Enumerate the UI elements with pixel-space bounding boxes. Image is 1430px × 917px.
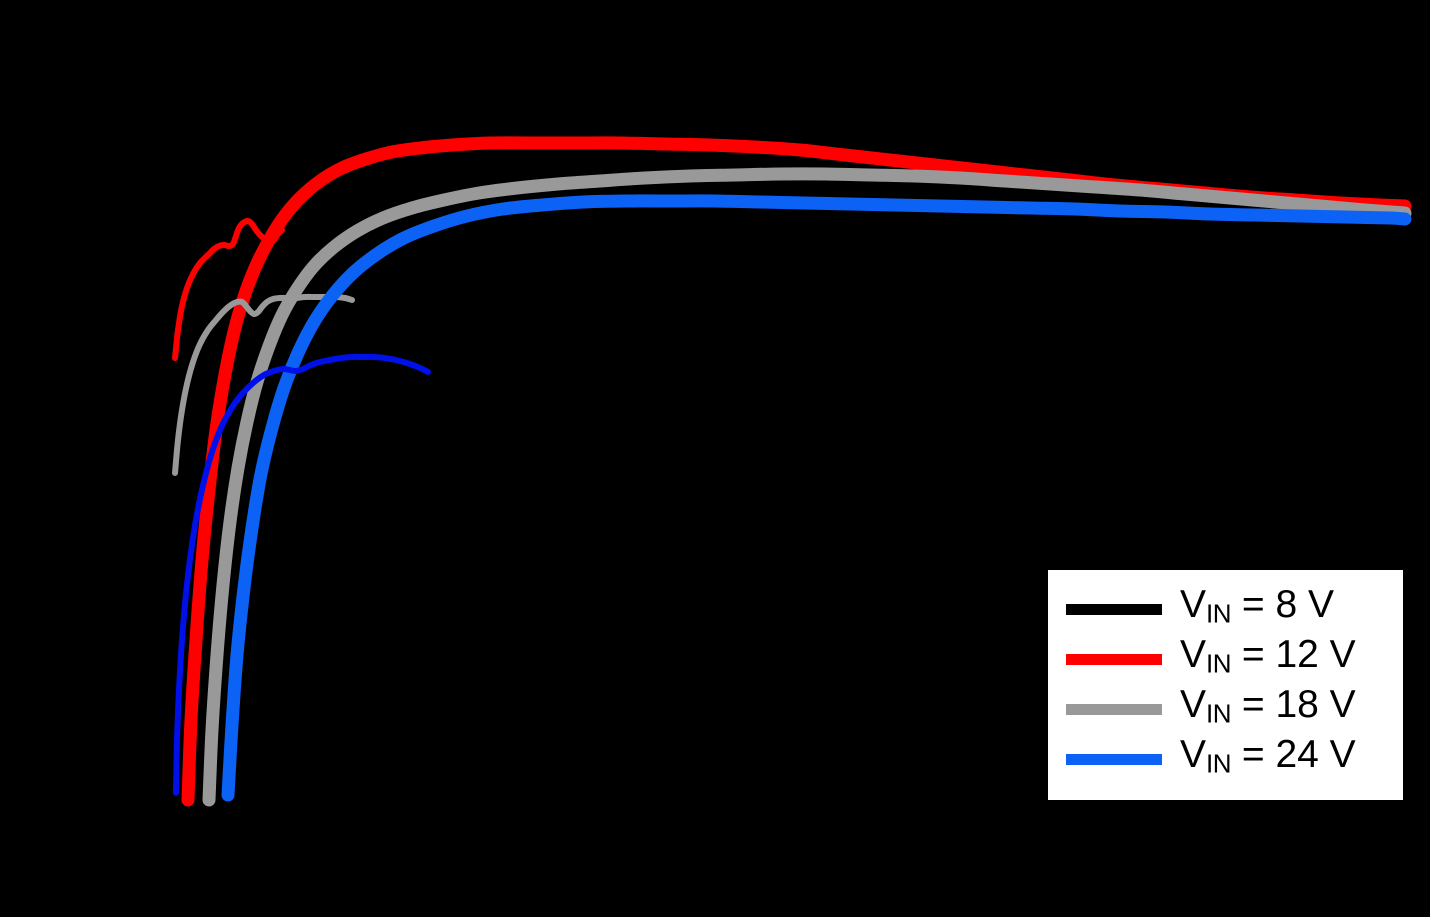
legend-swatch-vin-18v [1066,703,1162,715]
legend-label-vin-24v: VIN = 24 V [1180,732,1356,779]
legend-item-vin-8v[interactable]: VIN = 8 V [1048,584,1403,634]
legend-item-vin-24v[interactable]: VIN = 24 V [1048,734,1403,784]
legend-item-vin-18v[interactable]: VIN = 18 V [1048,684,1403,734]
series-line-2 [172,217,285,361]
legend-swatch-vin-8v [1066,603,1162,615]
legend-label-vin-18v: VIN = 18 V [1180,682,1356,729]
series-line-3 [202,167,1412,807]
legend-swatch-vin-24v [1066,753,1162,765]
legend-item-vin-12v[interactable]: VIN = 12 V [1048,634,1403,684]
legend-label-vin-12v: VIN = 12 V [1180,632,1356,679]
series-line-4 [172,293,355,476]
legend-swatch-vin-12v [1066,653,1162,665]
series-line-5 [221,194,1412,802]
series-line-6 [173,353,431,796]
series-group [172,136,1412,807]
legend-label-vin-8v: VIN = 8 V [1180,582,1334,629]
curve-legend: VIN = 8 V VIN = 12 V VIN = 18 V VIN = 24… [1048,570,1403,800]
